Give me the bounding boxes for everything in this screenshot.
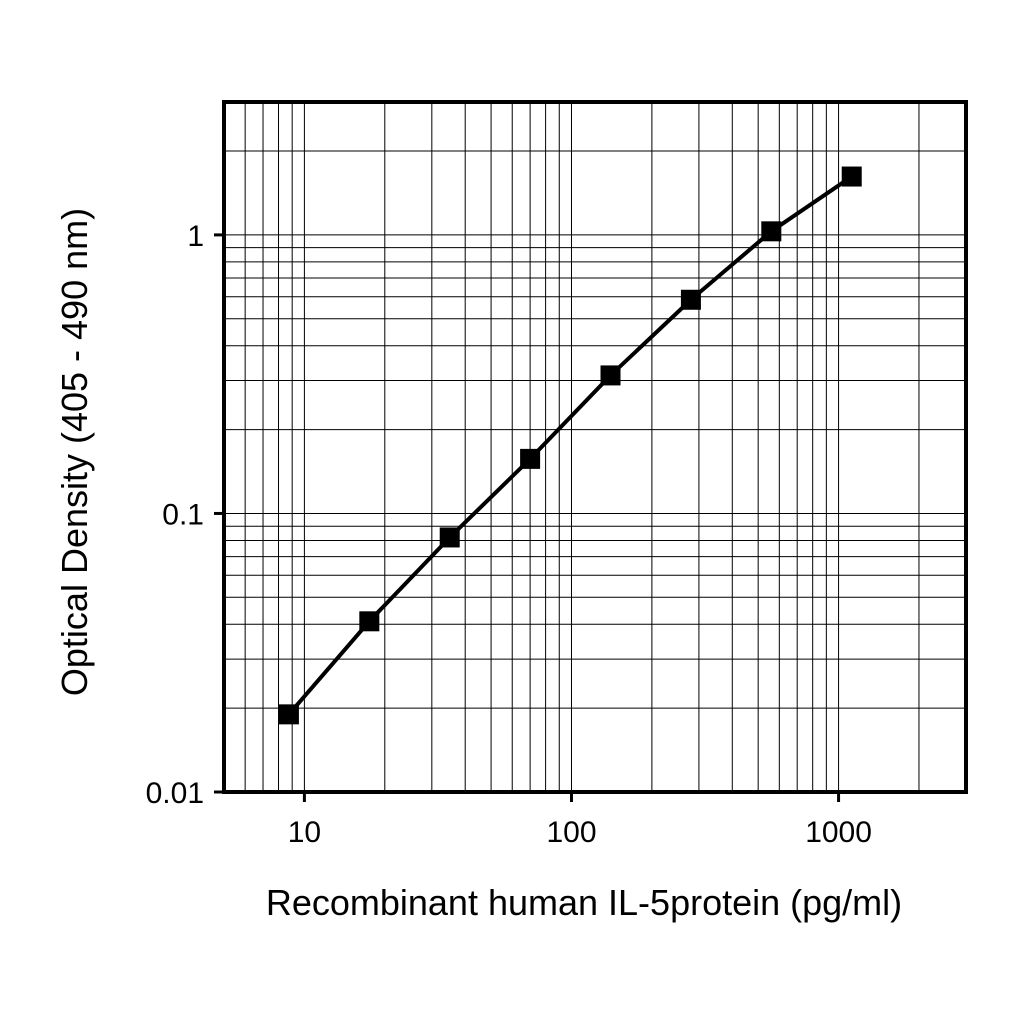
y-tick-label: 0.01: [146, 777, 204, 810]
data-point-marker: [841, 166, 862, 187]
x-axis-title: Recombinant human IL-5protein (pg/ml): [266, 882, 902, 923]
y-tick-label: 1: [187, 220, 204, 253]
y-axis-title: Optical Density (405 - 490 nm): [54, 208, 95, 696]
series: [278, 166, 862, 725]
data-point-marker: [359, 611, 380, 632]
data-point-marker: [761, 221, 782, 242]
data-point-marker: [439, 527, 460, 548]
plot-frame: [222, 100, 968, 794]
x-axis-ticks: 10 100 1000: [288, 792, 872, 849]
x-tick-label: 1000: [805, 816, 872, 849]
data-point-marker: [278, 704, 299, 725]
data-point-marker: [600, 365, 621, 386]
x-tick-label: 100: [546, 816, 596, 849]
data-point-marker: [680, 289, 701, 310]
series-line: [287, 174, 853, 716]
grid: [224, 102, 966, 792]
y-axis-ticks: 0.01 0.1 1: [146, 220, 224, 810]
data-point-marker: [520, 448, 541, 469]
x-tick-label: 10: [288, 816, 321, 849]
y-tick-label: 0.1: [162, 498, 204, 531]
